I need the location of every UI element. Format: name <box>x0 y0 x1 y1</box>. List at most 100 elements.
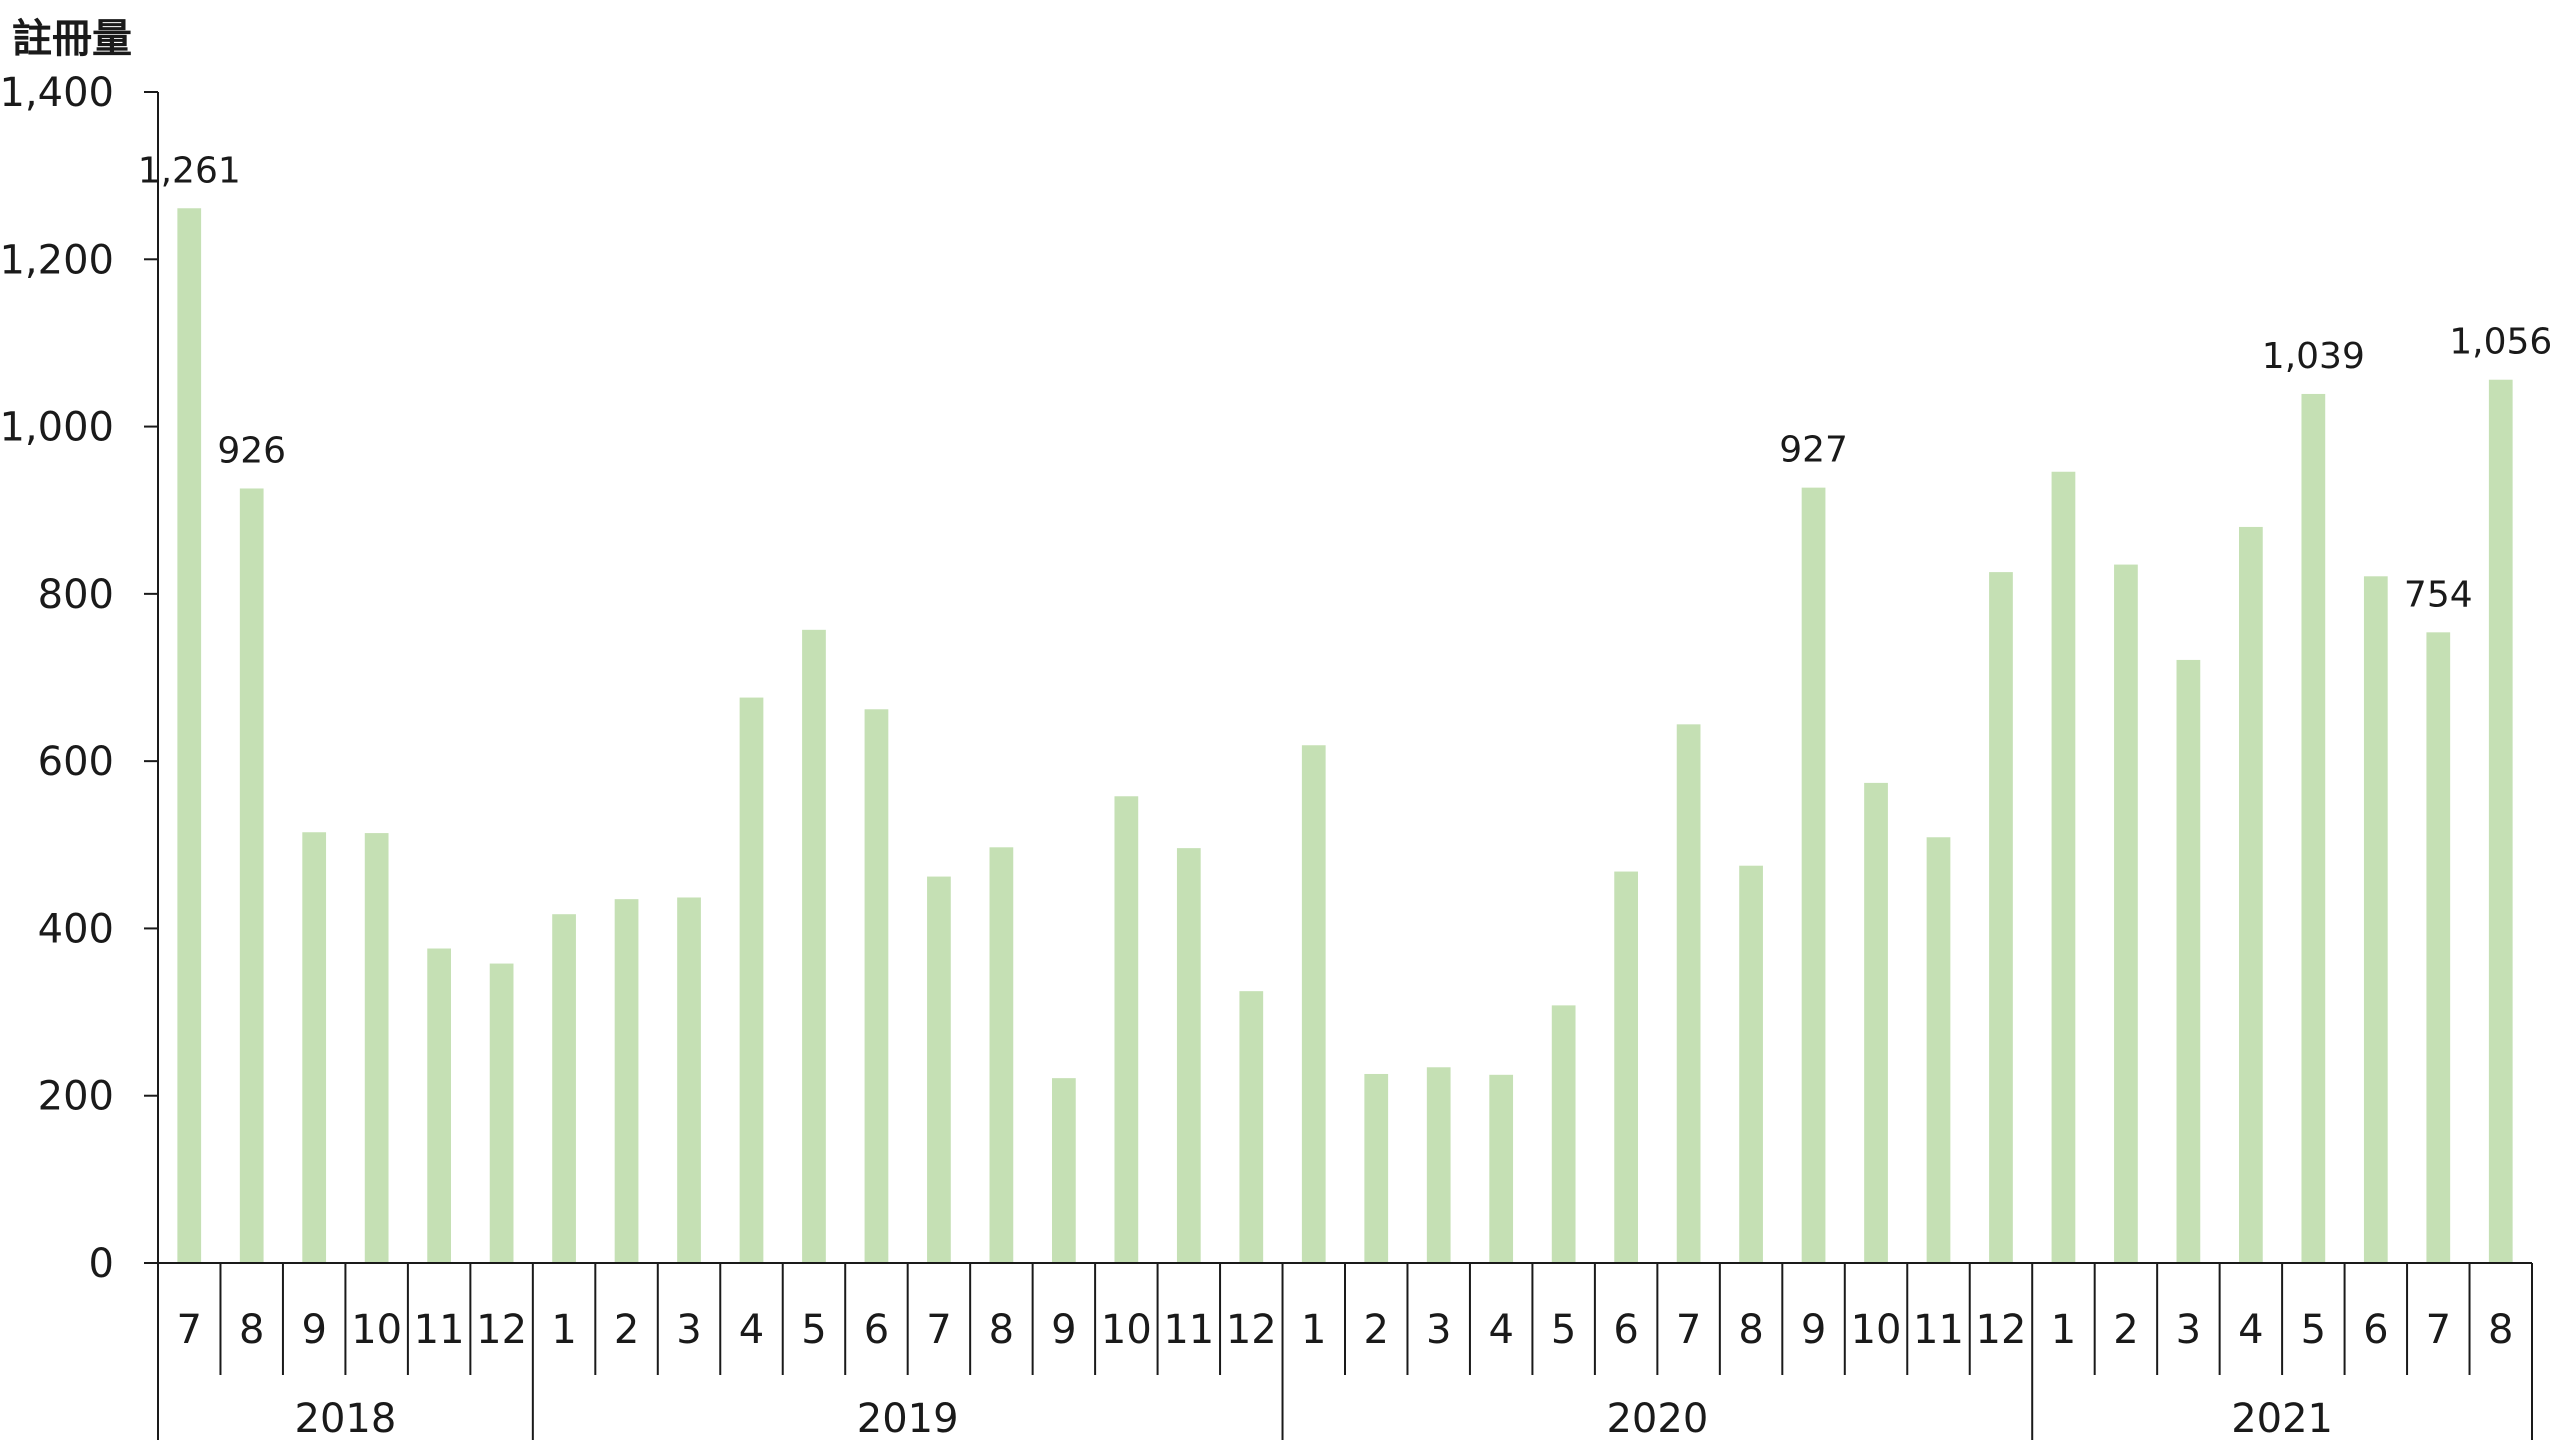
bar <box>1301 745 1326 1263</box>
bar <box>1864 782 1888 1263</box>
bar <box>1614 871 1638 1263</box>
bar <box>427 948 451 1263</box>
bar <box>1239 991 1264 1263</box>
bar <box>1176 848 1201 1263</box>
bar <box>1052 1078 1076 1263</box>
bar <box>2301 393 2326 1263</box>
y-tick-label: 400 <box>38 906 114 952</box>
bar <box>614 899 639 1263</box>
y-axis-title: 註冊量 <box>12 16 132 62</box>
x-month-label: 8 <box>1738 1307 1763 1353</box>
bar <box>1364 1073 1389 1263</box>
y-tick-label: 1,000 <box>0 405 114 451</box>
x-month-label: 6 <box>1613 1307 1638 1353</box>
y-tick-label: 0 <box>89 1241 114 1287</box>
bar <box>302 832 327 1263</box>
bar <box>739 697 764 1263</box>
data-label: 926 <box>217 430 286 471</box>
x-month-label: 8 <box>2488 1307 2513 1353</box>
x-month-label: 12 <box>1976 1307 2027 1353</box>
y-tick-label: 1,400 <box>0 70 114 116</box>
bar <box>177 208 202 1263</box>
bar <box>1926 837 1951 1263</box>
bar <box>2426 632 2451 1263</box>
x-month-label: 5 <box>2301 1307 2326 1353</box>
data-labels-group: 1,261 926 927 1,039 754 1,056 <box>138 150 2553 615</box>
bar <box>1489 1074 1514 1263</box>
bar <box>552 914 576 1263</box>
x-month-label: 4 <box>739 1307 764 1353</box>
x-month-label: 11 <box>1913 1307 1964 1353</box>
bar <box>864 709 889 1263</box>
x-month-label: 5 <box>801 1307 826 1353</box>
x-month-label: 7 <box>2426 1307 2451 1353</box>
bar <box>489 963 514 1263</box>
x-month-label: 1 <box>2051 1307 2076 1353</box>
x-month-label: 12 <box>1226 1307 1277 1353</box>
x-month-label: 8 <box>239 1307 264 1353</box>
x-year-label: 2019 <box>857 1396 959 1440</box>
y-tick-label: 600 <box>38 739 114 785</box>
x-month-label: 10 <box>351 1307 402 1353</box>
x-month-label: 3 <box>1426 1307 1451 1353</box>
bar <box>1739 865 1763 1263</box>
data-label: 754 <box>2404 574 2473 615</box>
bar <box>364 833 389 1263</box>
x-month-label: 11 <box>1163 1307 1214 1353</box>
x-month-label: 2 <box>614 1307 639 1353</box>
y-tick-label: 200 <box>38 1074 114 1120</box>
x-month-label: 1 <box>1301 1307 1326 1353</box>
data-label: 1,039 <box>2262 336 2365 377</box>
bar <box>1551 1005 1576 1263</box>
bar <box>2114 564 2138 1263</box>
x-month-label: 10 <box>1851 1307 1902 1353</box>
x-month-label: 10 <box>1101 1307 1152 1353</box>
data-label: 1,261 <box>138 150 241 191</box>
bar <box>989 847 1014 1263</box>
y-axis: 0 200 400 600 800 1,000 1,200 1,400 <box>0 70 159 1287</box>
bar <box>2363 576 2388 1263</box>
x-month-label: 6 <box>864 1307 889 1353</box>
x-month-label: 5 <box>1551 1307 1576 1353</box>
data-label: 1,056 <box>2449 322 2552 363</box>
bar <box>802 629 826 1263</box>
x-year-label: 2021 <box>2231 1396 2333 1440</box>
x-month-label: 8 <box>989 1307 1014 1353</box>
data-label: 927 <box>1779 430 1848 471</box>
bar <box>2176 659 2201 1263</box>
x-month-label: 3 <box>2176 1307 2201 1353</box>
x-month-label: 9 <box>1051 1307 1076 1353</box>
bar <box>1676 724 1701 1263</box>
x-month-label: 9 <box>1801 1307 1826 1353</box>
x-month-label: 4 <box>2238 1307 2263 1353</box>
bar <box>1989 572 2013 1263</box>
x-month-label: 11 <box>414 1307 465 1353</box>
bar <box>239 488 264 1264</box>
bar <box>1801 487 1826 1263</box>
x-month-label: 2 <box>2113 1307 2138 1353</box>
bar <box>2488 379 2513 1264</box>
bar <box>2239 526 2263 1263</box>
x-month-label: 1 <box>551 1307 576 1353</box>
x-month-label: 7 <box>926 1307 951 1353</box>
x-month-label: 9 <box>301 1307 326 1353</box>
x-year-label: 2018 <box>295 1396 397 1440</box>
x-month-label: 7 <box>1676 1307 1701 1353</box>
x-year-label: 2020 <box>1606 1396 1708 1440</box>
bar <box>1114 796 1139 1263</box>
x-month-label: 6 <box>2363 1307 2388 1353</box>
bar <box>2051 471 2076 1263</box>
bars-group <box>177 208 2513 1264</box>
bar <box>927 876 951 1263</box>
bar <box>677 897 701 1263</box>
x-month-label: 2 <box>1364 1307 1389 1353</box>
x-month-label: 12 <box>476 1307 527 1353</box>
bar <box>1426 1067 1451 1263</box>
x-month-label: 4 <box>1488 1307 1513 1353</box>
y-tick-label: 800 <box>38 572 114 618</box>
x-month-label: 3 <box>676 1307 701 1353</box>
y-tick-label: 1,200 <box>0 237 114 283</box>
x-month-label: 7 <box>177 1307 202 1353</box>
